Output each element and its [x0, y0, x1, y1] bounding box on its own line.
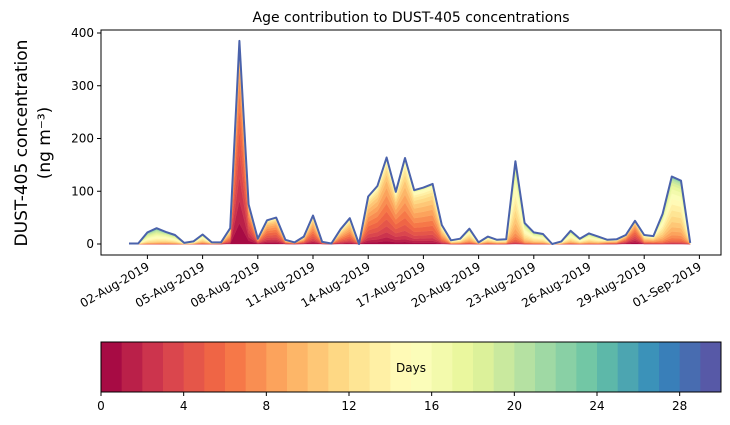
- colorbar-bin-8: [266, 342, 288, 392]
- colorbar-frame: [100, 341, 722, 393]
- y-tick-label: 300: [71, 79, 94, 93]
- y-tick-label: 400: [71, 26, 94, 40]
- colorbar-bin-0: [101, 342, 123, 392]
- colorbar-bin-24: [597, 342, 619, 392]
- colorbar-tick-label: 0: [97, 399, 105, 413]
- colorbar-bin-4: [183, 342, 205, 392]
- colorbar-bin-16: [431, 342, 453, 392]
- colorbar-bin-3: [163, 342, 185, 392]
- colorbar-tick-label: 16: [424, 399, 439, 413]
- colorbar-tick-label: 4: [180, 399, 188, 413]
- colorbar-tick-label: 8: [263, 399, 271, 413]
- colorbar-tick-label: 24: [589, 399, 604, 413]
- colorbar-bin-13: [369, 342, 391, 392]
- colorbar-bin-2: [142, 342, 164, 392]
- colorbar-tick-label: 28: [672, 399, 687, 413]
- colorbar-bin-26: [638, 342, 660, 392]
- colorbar-bin-27: [659, 342, 681, 392]
- y-axis-label: DUST-405 concentration: [12, 40, 32, 247]
- colorbar-bin-22: [555, 342, 577, 392]
- colorbar-label: Days: [396, 361, 426, 375]
- y-tick-label: 200: [71, 132, 94, 146]
- stacked-age-layers: [128, 39, 692, 245]
- y-tick-label: 0: [86, 237, 94, 251]
- colorbar-tick-label: 12: [341, 399, 356, 413]
- colorbar-bin-28: [679, 342, 701, 392]
- chart-title: Age contribution to DUST-405 concentrati…: [253, 10, 570, 26]
- colorbar-bin-6: [225, 342, 247, 392]
- colorbar-bin-15: [411, 342, 433, 392]
- colorbar-bin-21: [535, 342, 557, 392]
- y-axis-unit-label: (ng m⁻³): [35, 107, 55, 180]
- colorbar-tick-label: 20: [507, 399, 522, 413]
- colorbar-bin-18: [473, 342, 495, 392]
- colorbar-bin-23: [576, 342, 598, 392]
- colorbar-bin-10: [307, 342, 329, 392]
- colorbar: 0 4 8 12 16 20 24 28: [97, 341, 722, 413]
- colorbar-bin-19: [493, 342, 515, 392]
- colorbar-bin-5: [204, 342, 226, 392]
- colorbar-bin-14: [390, 342, 412, 392]
- colorbar-bin-20: [514, 342, 536, 392]
- colorbar-bin-1: [121, 342, 143, 392]
- colorbar-bin-12: [349, 342, 371, 392]
- colorbar-bin-11: [328, 342, 350, 392]
- y-tick-label: 100: [71, 184, 94, 198]
- colorbar-bin-25: [617, 342, 639, 392]
- age-layer-6: [129, 91, 691, 245]
- colorbar-bin-7: [245, 342, 267, 392]
- plot-frame: [100, 29, 722, 256]
- colorbar-bin-17: [452, 342, 474, 392]
- axes: 010020030040002-Aug-201905-Aug-201908-Au…: [71, 26, 722, 310]
- colorbar-bin-9: [287, 342, 309, 392]
- total-outline: [129, 39, 692, 245]
- colorbar-bin-29: [700, 342, 722, 392]
